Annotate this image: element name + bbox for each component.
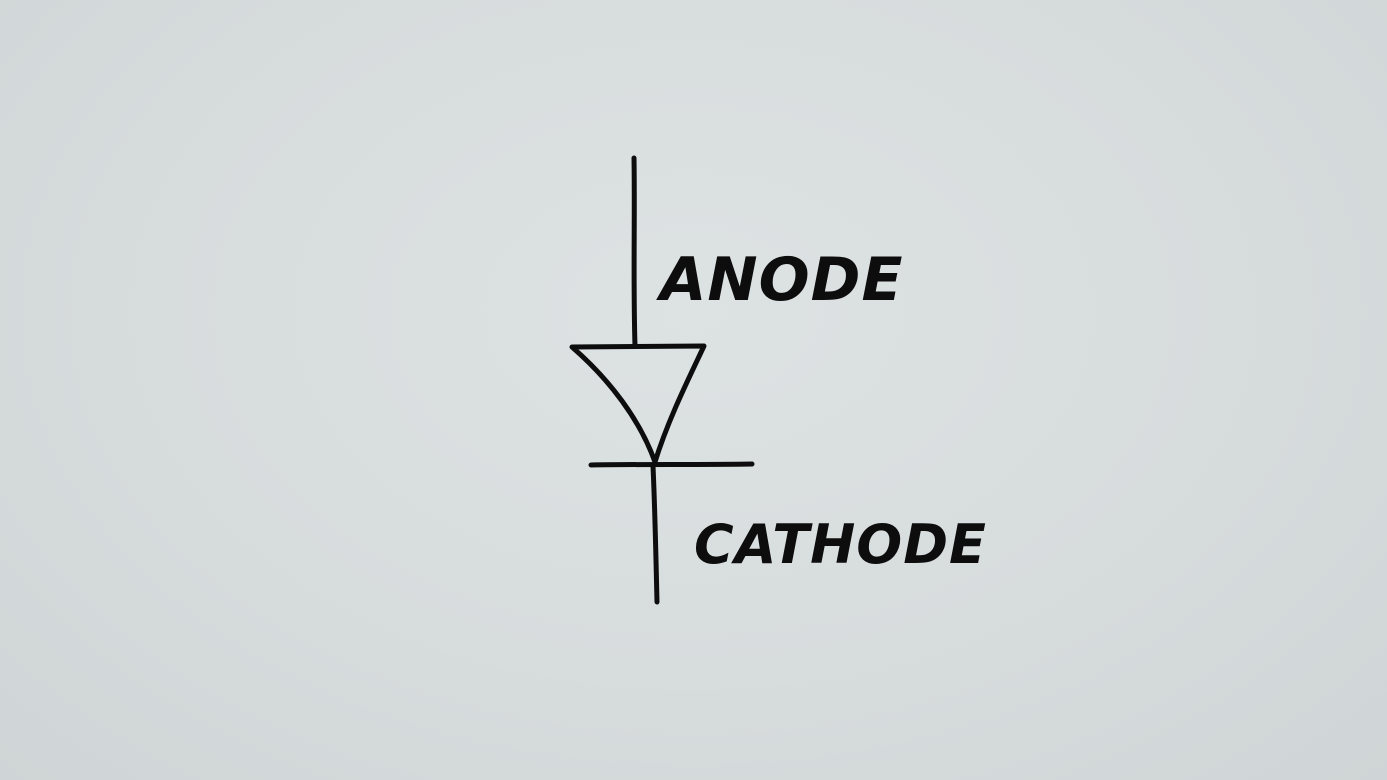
cathode-bar bbox=[591, 464, 752, 465]
diode-triangle bbox=[572, 346, 704, 462]
anode-lead-line bbox=[634, 158, 635, 346]
anode-label: ANODE bbox=[656, 245, 903, 315]
cathode-label: CATHODE bbox=[694, 513, 987, 576]
cathode-lead-line bbox=[653, 466, 657, 602]
